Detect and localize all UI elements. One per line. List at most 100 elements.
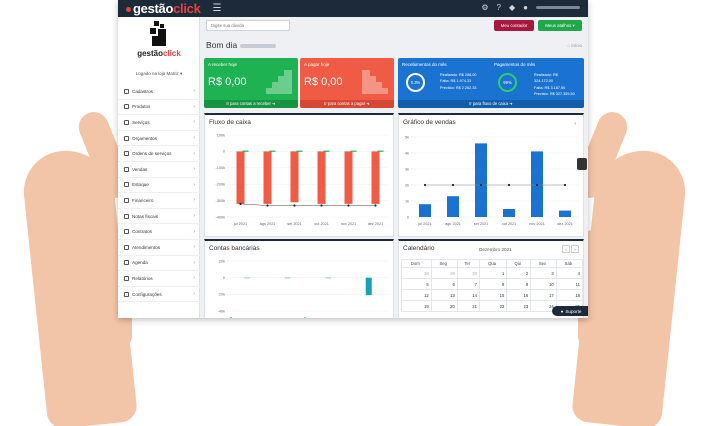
sidebar-item[interactable]: Ordens de serviços › xyxy=(118,146,200,162)
y-tick-label: 20k xyxy=(219,259,225,263)
calendar-day-cell[interactable]: 17 xyxy=(530,289,557,301)
sidebar-item[interactable]: Cadastros › xyxy=(118,84,200,100)
calendar-day-cell[interactable]: 16 xyxy=(506,289,532,301)
calendar-day-cell[interactable]: 15 xyxy=(478,289,508,301)
home-link[interactable]: ⌂ Início xyxy=(567,43,582,48)
calendar-day-cell[interactable]: 18 xyxy=(555,289,584,301)
card-mes-link[interactable]: Ir para fluxo de caixa ➜ xyxy=(398,100,584,108)
vendas-bar xyxy=(475,143,487,217)
chevron-icon: › xyxy=(193,213,195,220)
meus-atalhos-button[interactable]: Meus atalhos ▾ xyxy=(538,20,582,31)
calendar-day-cell[interactable]: 1 xyxy=(478,267,508,279)
y-tick-label: -300k xyxy=(216,199,226,203)
search-input[interactable] xyxy=(206,20,290,31)
sidebar-item[interactable]: Configurações › xyxy=(118,287,200,303)
calendar-day-cell[interactable]: 13 xyxy=(430,289,458,301)
calendar-day-cell[interactable]: 5 xyxy=(401,278,432,290)
fluxo-bar-saida xyxy=(344,151,353,204)
calendar-day-cell[interactable]: 6 xyxy=(430,278,458,290)
calendar-month: Dezembro 2021 xyxy=(479,247,512,252)
home-icon: ⌂ xyxy=(567,43,572,48)
calendar-day-cell[interactable]: 14 xyxy=(456,289,480,301)
calendar-day-cell[interactable]: 19 xyxy=(401,300,432,312)
card-receber-title: A receber hoje xyxy=(208,62,238,67)
sidebar-item-label: Produtos xyxy=(132,104,151,110)
x-tick-label: jul 2021 xyxy=(417,222,431,226)
menu-item-icon xyxy=(124,104,129,110)
chevron-icon: › xyxy=(193,228,195,235)
rec-line-realizado: Realizado: R$ 288,00 xyxy=(440,73,477,77)
calendar-day-cell[interactable]: 23 xyxy=(506,300,532,312)
chevron-icon: › xyxy=(193,275,195,282)
calendar-day-cell[interactable]: 21 xyxy=(456,300,480,312)
brand-pixel-icon xyxy=(148,21,170,47)
vendas-bar xyxy=(503,209,515,217)
menu-item-icon xyxy=(124,260,129,266)
calendar-day-cell[interactable]: 9 xyxy=(506,278,532,290)
meu-contador-button[interactable]: Meu contador xyxy=(494,20,534,31)
vendas-media-point xyxy=(451,183,455,187)
sidebar-item-label: Cadastros xyxy=(132,88,153,94)
y-tick-label: -40k xyxy=(218,309,225,313)
calendar-prev-icon[interactable]: ‹ xyxy=(562,245,570,253)
calendar-day-cell[interactable]: 2 xyxy=(506,267,532,279)
sidebar-item[interactable]: Contratos › xyxy=(118,224,200,240)
sidebar-item[interactable]: Notas fiscais › xyxy=(118,209,200,225)
y-tick-label: 100k xyxy=(217,133,225,137)
screenshot-icon[interactable] xyxy=(577,158,587,170)
logged-store-selector[interactable]: Logado na loja Matriz ▾ xyxy=(135,71,183,76)
sidebar-item-label: Ordens de serviços xyxy=(132,151,172,157)
y-tick-label: 1k xyxy=(405,199,409,203)
app-logo[interactable]: gestãoclick xyxy=(126,1,201,16)
card-receber-value: R$ 0,00 xyxy=(208,76,247,88)
calendar-day-cell[interactable]: 3 xyxy=(530,267,557,279)
user-menu[interactable] xyxy=(536,6,580,9)
stairs-down-icon xyxy=(362,70,388,94)
calendar-day-cell[interactable]: 28 xyxy=(401,267,432,279)
notification-icon[interactable]: ◆ xyxy=(509,3,516,12)
hamburger-menu-icon[interactable]: ☰ xyxy=(212,3,222,14)
calendar-day-cell[interactable]: 12 xyxy=(401,289,432,301)
calendar-day-cell[interactable]: 30 xyxy=(456,267,480,279)
sidebar-item[interactable]: Vendas › xyxy=(118,162,200,178)
y-tick-label: -200k xyxy=(216,183,226,187)
menu-item-icon xyxy=(124,135,129,141)
help-icon[interactable]: ? xyxy=(496,3,501,12)
card-receber-link[interactable]: Ir para contas a receber ➜ xyxy=(204,100,298,108)
sidebar-item-label: Serviços xyxy=(132,119,150,125)
calendar-day-cell[interactable]: 4 xyxy=(555,267,584,279)
sidebar-item[interactable]: Serviços › xyxy=(118,115,200,131)
card-pagar-link[interactable]: Ir para contas a pagar ➜ xyxy=(300,100,394,108)
menu-item-icon xyxy=(124,182,129,188)
user-icon[interactable]: ● xyxy=(523,3,528,12)
sidebar-item[interactable]: Estoque › xyxy=(118,178,200,194)
calendar-day-cell[interactable]: 10 xyxy=(530,278,557,290)
y-tick-label: 2k xyxy=(405,183,409,187)
sidebar-item[interactable]: Atendimentos › xyxy=(118,240,200,256)
sidebar-item[interactable]: Financeiro › xyxy=(118,193,200,209)
sidebar-item[interactable]: Orçamentos › xyxy=(118,131,200,147)
sidebar-item[interactable]: Agenda › xyxy=(118,256,200,272)
suporte-button[interactable]: ● Suporte xyxy=(552,306,588,316)
calendar-day-cell[interactable]: 29 xyxy=(430,267,458,279)
brand-name-post: click xyxy=(163,49,181,58)
calendar-next-icon[interactable]: › xyxy=(571,245,579,253)
calendar-day-cell[interactable]: 24 xyxy=(530,300,557,312)
logo-mark-icon xyxy=(126,7,131,13)
x-tick-label: nov 2021 xyxy=(341,222,357,226)
sidebar-item[interactable]: Produtos › xyxy=(118,100,200,116)
calendar-day-cell[interactable]: 7 xyxy=(456,278,480,290)
calendar-day-cell[interactable]: 8 xyxy=(478,278,508,290)
settings-icon[interactable]: ⚙ xyxy=(481,3,489,12)
legend-label: Pagamentos pix (2.100,00) xyxy=(235,317,281,318)
calendar-day-cell[interactable]: 22 xyxy=(478,300,508,312)
calendar-header-row: Dom Seg Ter Qua Qui Sex Sáb xyxy=(401,259,584,268)
fluxo-bar-saida xyxy=(317,151,326,204)
calendar-day-cell[interactable]: 11 xyxy=(555,278,584,290)
sidebar-item-label: Agenda xyxy=(132,260,148,266)
calendar-day-cell[interactable]: 20 xyxy=(430,300,458,312)
chevron-icon: › xyxy=(193,150,195,157)
sidebar-item[interactable]: Relatórios › xyxy=(118,271,200,287)
fluxo-bar-saida xyxy=(236,151,245,204)
